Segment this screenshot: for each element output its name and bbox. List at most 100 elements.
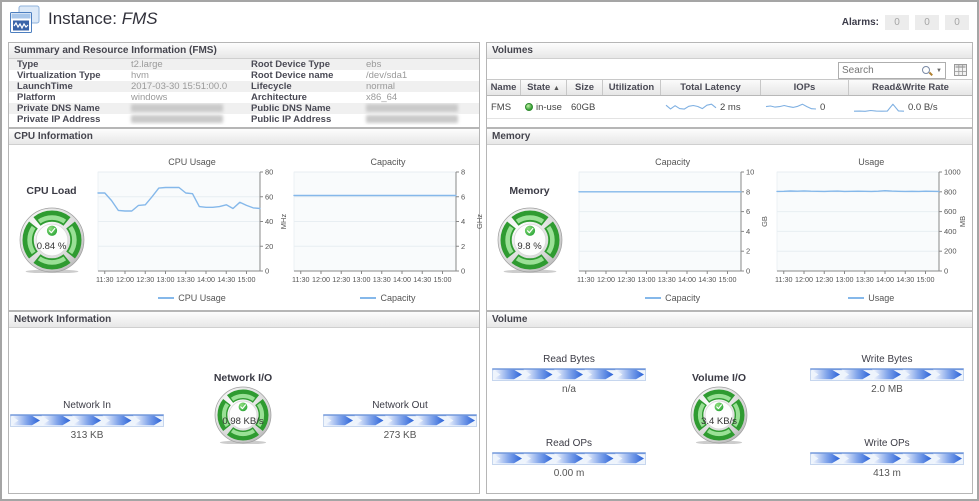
network-in-flowbar[interactable] <box>10 414 164 427</box>
svg-text:600: 600 <box>944 207 957 216</box>
network-io-gauge[interactable]: 0.98 KB/s <box>214 386 272 444</box>
read-bytes-value: n/a <box>562 384 576 395</box>
svg-text:13:30: 13:30 <box>657 275 675 284</box>
search-dropdown-icon[interactable]: ▼ <box>936 67 942 74</box>
svg-text:15:00: 15:00 <box>718 275 736 284</box>
search-input[interactable] <box>839 65 921 76</box>
svg-text:13:30: 13:30 <box>373 275 391 284</box>
read-ops-value: 0.00 m <box>553 468 585 479</box>
svg-text:12:30: 12:30 <box>816 275 834 284</box>
summary-key: Lifecycle <box>251 81 292 92</box>
state-ok-icon <box>525 103 533 111</box>
panel-volumes-title: Volumes <box>487 43 972 59</box>
svg-text:14:00: 14:00 <box>393 275 411 284</box>
cpu-capacity-chart[interactable]: Capacity 0 2 4 6 8 GHz 11:30 12:00 12:30 13:00 13:3… <box>290 149 486 310</box>
table-row[interactable]: FMS in-use 60GB 2 ms 0 0.0 B/s <box>487 96 972 119</box>
svg-text:6: 6 <box>746 207 750 216</box>
memory-usage-chart[interactable]: Usage 0 200 400 600 800 1000 MB 11:30 12:00 12:30 1… <box>773 149 969 310</box>
read-bytes-flowbar[interactable] <box>492 368 646 381</box>
svg-text:GB: GB <box>760 216 769 227</box>
summary-key: Public IP Address <box>251 114 332 125</box>
summary-row: Private IP Address Public IP Address <box>9 114 479 125</box>
memory_usage-legend: Usage <box>773 293 969 303</box>
read-ops-flowbar[interactable] <box>492 452 646 465</box>
summary-row: Virtualization Type hvm Root Device name… <box>9 70 479 81</box>
summary-value: hvm <box>131 70 149 81</box>
svg-text:8: 8 <box>746 187 750 196</box>
network-io-label: Network I/O <box>213 372 273 384</box>
summary-key: Root Device Type <box>251 59 331 70</box>
redacted-value <box>366 104 458 113</box>
network-out-label: Network Out <box>372 400 428 411</box>
summary-value: x86_64 <box>366 92 398 103</box>
svg-text:MB: MB <box>958 216 967 227</box>
memory_capacity-legend: Capacity <box>575 293 771 303</box>
cpu-gauge-tile[interactable]: CPU Load 0.84 % <box>9 145 94 310</box>
redacted-value <box>366 115 458 124</box>
svg-text:14:00: 14:00 <box>197 275 215 284</box>
col-size[interactable]: Size <box>567 80 603 95</box>
svg-text:800: 800 <box>944 187 957 196</box>
panel-summary-title: Summary and Resource Information (FMS) <box>9 43 479 59</box>
cell-iops: 0 <box>761 101 849 114</box>
alarm-count-warning[interactable]: 0 <box>945 15 969 30</box>
cpu_capacity-legend: Capacity <box>290 293 486 303</box>
col-name[interactable]: Name <box>487 80 521 95</box>
memory-capacity-chart[interactable]: Capacity 0 2 4 6 8 10 GB 11:30 12:00 12:30 13:00 13:… <box>575 149 771 310</box>
svg-text:14:00: 14:00 <box>678 275 696 284</box>
col-utilization[interactable]: Utilization <box>603 80 661 95</box>
legend-label: Capacity <box>380 293 416 303</box>
summary-value-redacted <box>366 114 479 125</box>
write-ops-flowbar[interactable] <box>810 452 964 465</box>
alarm-count-critical[interactable]: 0 <box>915 15 939 30</box>
cell-rw-rate: 0.0 B/s <box>849 101 972 114</box>
summary-value: 2017-03-30 15:51:00.0 <box>131 81 228 92</box>
col-iops[interactable]: IOPs <box>761 80 849 95</box>
network-in-value: 313 KB <box>70 430 104 441</box>
memory-gauge[interactable]: 9.8 % <box>497 207 563 273</box>
summary-value-redacted <box>131 103 251 114</box>
svg-text:8: 8 <box>461 169 465 177</box>
network-io-value: 0.98 KB/s <box>222 416 264 428</box>
svg-text:12:00: 12:00 <box>116 275 134 284</box>
svg-text:15:00: 15:00 <box>434 275 452 284</box>
svg-text:2: 2 <box>461 242 465 251</box>
svg-text:15:00: 15:00 <box>917 275 935 284</box>
svg-text:80: 80 <box>265 169 273 177</box>
svg-text:4: 4 <box>746 227 750 236</box>
memory-gauge-tile[interactable]: Memory 9.8 % <box>487 145 572 310</box>
cpu-load-gauge[interactable]: 0.84 % <box>19 207 85 273</box>
search-box[interactable]: ▼ <box>838 62 946 79</box>
alarm-count-fatal[interactable]: 0 <box>885 15 909 30</box>
svg-text:GHz: GHz <box>475 214 484 229</box>
latency-sparkline <box>665 103 717 110</box>
table-customizer-icon[interactable] <box>954 63 967 76</box>
legend-label: Usage <box>868 293 895 303</box>
col-rw-rate[interactable]: Read&Write Rate <box>872 82 949 93</box>
svg-text:0: 0 <box>461 267 465 276</box>
search-icon[interactable] <box>920 65 933 77</box>
svg-text:12:30: 12:30 <box>136 275 154 284</box>
svg-text:14:30: 14:30 <box>217 275 235 284</box>
legend-line-swatch <box>158 297 175 299</box>
volume-io-gauge[interactable]: 3.4 KB/s <box>690 386 748 444</box>
cpu-usage-chart[interactable]: CPU Usage 0 20 40 60 80 MHz 11:30 12:00 12:30 13:0… <box>94 149 290 310</box>
summary-row: Type t2.large Root Device Type ebs <box>9 59 479 70</box>
svg-text:MHz: MHz <box>279 214 288 230</box>
panel-volumes: Volumes ▼ Name State ▲ Size Utilization … <box>486 42 973 128</box>
col-total-latency[interactable]: Total Latency <box>661 80 761 95</box>
page-header: Instance: FMS Alarms: 0 0 0 <box>0 0 979 40</box>
write-bytes-label: Write Bytes <box>861 354 913 365</box>
write-bytes-flowbar[interactable] <box>810 368 964 381</box>
svg-text:11:30: 11:30 <box>292 275 309 284</box>
memory_usage-title: Usage <box>858 157 885 167</box>
col-state[interactable]: State ▲ <box>521 80 567 95</box>
network-out-flowbar[interactable] <box>323 414 477 427</box>
panel-volume-title: Volume <box>487 312 972 328</box>
alarms-summary: Alarms: 0 0 0 <box>842 15 969 30</box>
svg-text:2: 2 <box>746 247 750 256</box>
cpu_capacity-title: Capacity <box>370 157 406 167</box>
summary-value-redacted <box>131 114 251 125</box>
summary-key: Root Device name <box>251 70 334 81</box>
